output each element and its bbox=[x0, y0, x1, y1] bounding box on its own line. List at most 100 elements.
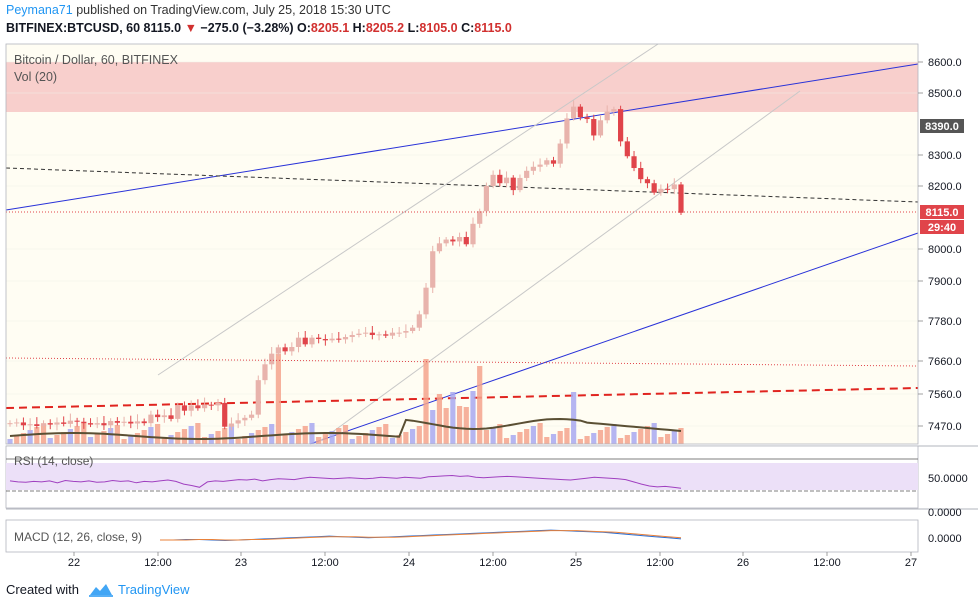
candle-body bbox=[20, 422, 27, 426]
volume-bars bbox=[7, 354, 684, 444]
time-tick-label: 22 bbox=[68, 557, 80, 569]
volume-bar bbox=[524, 429, 530, 444]
grey-channel-upper bbox=[157, 43, 659, 376]
candle-body bbox=[175, 405, 181, 419]
candle-body bbox=[403, 331, 409, 333]
volume-bar bbox=[222, 428, 228, 444]
candle-body bbox=[436, 243, 443, 252]
low-value: 8105.0 bbox=[419, 21, 458, 35]
volume-bar bbox=[537, 423, 543, 444]
volume-bar bbox=[47, 438, 53, 444]
volume-bar bbox=[128, 436, 134, 444]
time-tick-label: 24 bbox=[403, 557, 415, 569]
volume-bar bbox=[436, 394, 443, 444]
last-price: 8115.0 bbox=[143, 21, 182, 35]
candle-body bbox=[356, 333, 362, 335]
candle-body bbox=[141, 421, 147, 424]
volume-bar bbox=[87, 437, 94, 444]
candle-body bbox=[376, 334, 382, 336]
candle-body bbox=[410, 327, 416, 331]
candle-body bbox=[336, 338, 342, 340]
candle-body bbox=[450, 239, 456, 242]
candle-body bbox=[537, 164, 543, 167]
candle-body bbox=[222, 402, 228, 427]
volume-bar bbox=[658, 437, 664, 444]
publish-header: Peymana71 published on TradingView.com, … bbox=[0, 0, 978, 40]
macd-signal-line bbox=[160, 530, 682, 541]
candle-body bbox=[208, 404, 214, 406]
main-pane-border bbox=[5, 43, 919, 445]
resistance-zone bbox=[6, 62, 918, 112]
volume-bar bbox=[215, 431, 221, 444]
volume-bar bbox=[571, 392, 577, 444]
candle-body bbox=[604, 111, 610, 121]
candle-body bbox=[497, 174, 503, 184]
volume-bar bbox=[597, 430, 604, 444]
macd-label: MACD (12, 26, close, 9) bbox=[14, 530, 142, 544]
candle-body bbox=[483, 186, 490, 212]
volume-bar bbox=[94, 434, 100, 444]
candle-body bbox=[678, 184, 684, 213]
tradingview-logo-icon[interactable] bbox=[88, 581, 114, 597]
candle-body bbox=[490, 174, 496, 186]
author-link[interactable]: Peymana71 bbox=[6, 3, 73, 17]
candle-body bbox=[61, 422, 67, 424]
candle-body bbox=[322, 339, 328, 341]
time-tick-label: 27 bbox=[905, 557, 917, 569]
open-value: 8205.1 bbox=[310, 21, 350, 35]
volume-bar bbox=[497, 424, 503, 444]
volume-bar bbox=[557, 431, 563, 444]
volume-bar bbox=[7, 439, 13, 444]
volume-label: Vol (20) bbox=[14, 70, 57, 84]
candle-body bbox=[363, 332, 369, 334]
time-axis[interactable]: 22 12:00 23 12:00 24 12:00 25 12:00 26 12:00 27 bbox=[68, 552, 917, 569]
volume-bar bbox=[235, 439, 241, 444]
volume-bar bbox=[329, 431, 335, 444]
volume-bar bbox=[423, 359, 429, 444]
candle-body bbox=[349, 335, 355, 337]
candle-body bbox=[168, 415, 174, 419]
candle-body bbox=[215, 402, 221, 406]
volume-bar bbox=[275, 354, 281, 444]
tradingview-link[interactable]: TradingView bbox=[118, 582, 190, 597]
candle-body bbox=[557, 143, 563, 164]
volume-bar bbox=[369, 430, 375, 444]
candle-body bbox=[235, 420, 241, 424]
volume-bar bbox=[477, 366, 483, 444]
rsi-tick-50: 50.0000 bbox=[928, 473, 968, 485]
volume-bar bbox=[356, 436, 362, 444]
time-tick-label: 26 bbox=[737, 557, 749, 569]
volume-bar bbox=[510, 435, 516, 444]
volume-bar bbox=[14, 436, 20, 444]
change-text: −275.0 (−3.28%) bbox=[200, 21, 294, 35]
candle-body bbox=[201, 404, 208, 409]
candle-body bbox=[430, 251, 436, 288]
volume-bar bbox=[664, 434, 671, 444]
volume-bar bbox=[611, 424, 617, 444]
volume-bar bbox=[416, 426, 422, 444]
candle-body bbox=[181, 405, 188, 411]
candle-body bbox=[148, 414, 154, 424]
volume-bar bbox=[201, 437, 208, 444]
candle-body bbox=[309, 337, 315, 345]
candle-body bbox=[644, 179, 651, 184]
volume-bar bbox=[74, 426, 80, 444]
volume-bar bbox=[282, 435, 288, 444]
candle-body bbox=[383, 334, 389, 336]
candle-body bbox=[302, 337, 308, 345]
red-dashed-trendline bbox=[5, 387, 919, 409]
candle-body bbox=[289, 347, 295, 352]
price-label-current: 8115.0 29:40 bbox=[920, 205, 964, 234]
price-tick-label: 7470.0 bbox=[928, 421, 962, 433]
candle-body bbox=[81, 421, 87, 424]
candle-body bbox=[114, 421, 120, 423]
price-axis[interactable]: 8600.0 8500.0 8300.0 8200.0 8000.0 7900.0 7780… bbox=[918, 57, 962, 433]
candle-body bbox=[128, 421, 134, 424]
volume-bar bbox=[316, 437, 322, 444]
close-label: C: bbox=[461, 21, 475, 35]
volume-bar bbox=[604, 427, 610, 444]
candle-body bbox=[342, 337, 349, 340]
macd-series bbox=[160, 529, 682, 542]
candle-body bbox=[671, 184, 677, 190]
volume-bar bbox=[463, 407, 469, 444]
